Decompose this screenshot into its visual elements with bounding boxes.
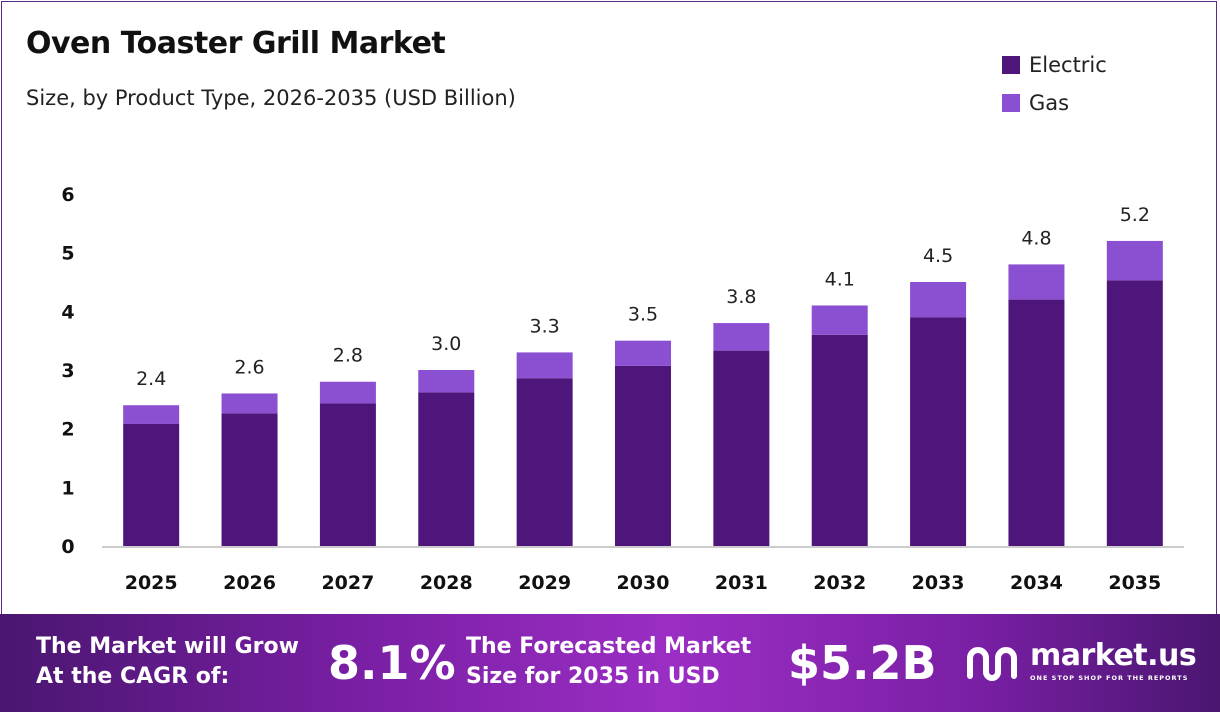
bar-gas (713, 323, 770, 351)
x-tick-label: 2030 (617, 572, 670, 594)
cagr-value: 8.1% (328, 636, 456, 690)
bar-electric (123, 423, 180, 546)
x-tick-label: 2031 (715, 572, 768, 594)
y-tick-label: 4 (61, 301, 74, 323)
forecast-label-line2: Size for 2035 in USD (466, 664, 720, 689)
legend-swatch-gas (1002, 94, 1020, 112)
bar-electric (713, 350, 770, 546)
logo-tagline: ONE STOP SHOP FOR THE REPORTS (1030, 674, 1189, 682)
legend-item-gas: Gas (1002, 84, 1107, 122)
bar-gas (811, 305, 868, 335)
bar-gas (1008, 264, 1065, 300)
bar-electric (615, 365, 671, 546)
y-tick-label: 5 (61, 243, 74, 265)
data-label-total: 4.8 (1021, 227, 1051, 249)
y-tick-label: 1 (61, 477, 74, 499)
cagr-label: The Market will Grow At the CAGR of: (36, 632, 299, 692)
x-tick-label: 2032 (813, 572, 866, 594)
cagr-label-line1: The Market will Grow (36, 634, 299, 659)
bar-electric (1008, 299, 1065, 546)
data-label-total: 4.5 (923, 245, 953, 267)
cagr-label-line2: At the CAGR of: (36, 664, 230, 689)
legend-label-electric: Electric (1029, 53, 1107, 77)
x-tick-label: 2035 (1108, 572, 1161, 594)
data-label-total: 2.4 (136, 368, 166, 390)
data-label-total: 3.8 (726, 286, 756, 308)
chart-subtitle: Size, by Product Type, 2026-2035 (USD Bi… (26, 86, 516, 110)
legend-swatch-electric (1002, 56, 1020, 74)
bar-electric (910, 317, 967, 546)
y-tick-label: 6 (61, 184, 74, 206)
legend-item-electric: Electric (1002, 46, 1107, 84)
x-tick-label: 2026 (223, 572, 276, 594)
bar-gas (516, 352, 573, 379)
data-label-total: 4.1 (825, 268, 855, 290)
y-tick-label: 0 (61, 536, 74, 558)
data-label-total: 3.3 (530, 315, 560, 337)
x-tick-label: 2029 (518, 572, 571, 594)
data-label-total: 2.8 (333, 345, 363, 367)
x-tick-label: 2027 (321, 572, 374, 594)
footer-banner: The Market will Grow At the CAGR of: 8.1… (0, 614, 1220, 712)
bar-gas (418, 370, 475, 393)
x-tick-label: 2025 (125, 572, 178, 594)
bar-gas (123, 405, 180, 424)
bar-electric (319, 403, 376, 546)
forecast-value: $5.2B (788, 636, 937, 690)
bar-chart: 0 1 2 3 4 5 6 2.4 2025 2.6 2026 2.8 2027 3.0 2028 3.3 20… (61, 184, 1184, 594)
bar-gas (615, 340, 671, 366)
y-tick-label: 3 (61, 360, 74, 382)
x-tick-label: 2028 (420, 572, 473, 594)
bar-electric (221, 413, 278, 546)
bar-electric (516, 378, 573, 546)
bar-gas (1106, 240, 1163, 281)
logo-name: market.us (1030, 638, 1197, 673)
forecast-label: The Forecasted Market Size for 2035 in U… (466, 632, 751, 692)
bar-electric (1106, 280, 1163, 546)
chart-title: Oven Toaster Grill Market (26, 26, 446, 61)
x-tick-label: 2033 (912, 572, 965, 594)
forecast-label-line1: The Forecasted Market (466, 634, 752, 659)
data-label-total: 3.5 (628, 304, 658, 326)
data-label-total: 2.6 (234, 356, 264, 378)
data-label-total: 5.2 (1120, 204, 1150, 226)
bar-gas (221, 393, 278, 414)
bar-electric (811, 334, 868, 546)
market-us-logo-icon (967, 647, 1017, 681)
bar-gas (319, 381, 376, 404)
legend-label-gas: Gas (1029, 91, 1070, 115)
x-tick-label: 2034 (1010, 572, 1063, 594)
legend: Electric Gas (1002, 46, 1107, 122)
data-label-total: 3.0 (431, 333, 461, 355)
bar-gas (910, 282, 967, 318)
y-tick-label: 2 (61, 419, 74, 441)
bar-electric (418, 392, 475, 546)
